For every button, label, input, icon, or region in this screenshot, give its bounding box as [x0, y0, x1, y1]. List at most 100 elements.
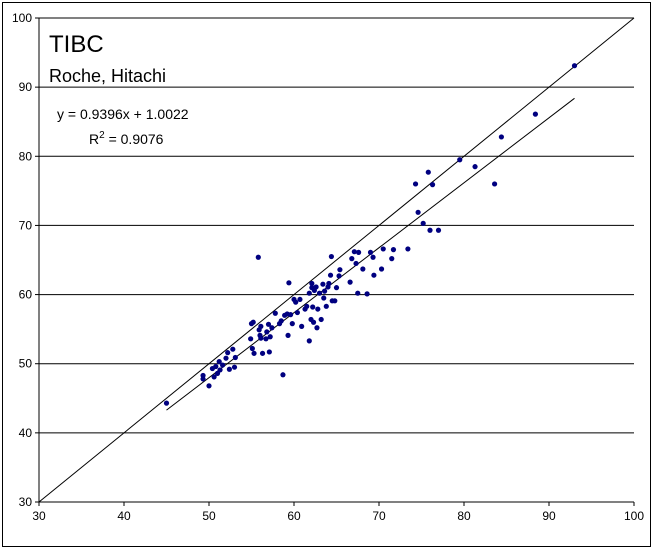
data-point-41	[286, 280, 292, 286]
data-point-11	[223, 355, 229, 361]
x-tick-label-40: 40	[117, 509, 131, 523]
data-point-52	[306, 290, 312, 296]
data-point-45	[293, 299, 299, 305]
data-point-95	[420, 220, 426, 226]
data-point-59	[313, 284, 319, 290]
data-point-31	[267, 334, 273, 340]
data-point-86	[370, 254, 376, 260]
data-point-60	[314, 325, 320, 331]
data-point-12	[225, 350, 231, 356]
data-point-13	[226, 366, 232, 372]
data-point-91	[390, 247, 397, 253]
data-point-19	[250, 319, 256, 325]
data-point-92	[405, 246, 411, 252]
data-point-105	[571, 63, 578, 69]
data-point-6	[213, 363, 219, 370]
data-point-70	[327, 272, 334, 278]
data-point-78	[349, 256, 355, 262]
data-point-51	[306, 338, 312, 344]
axes	[35, 17, 635, 506]
chart-title: TIBC	[49, 31, 104, 58]
data-point-71	[328, 253, 334, 260]
y-tick-label-90: 90	[19, 80, 33, 94]
data-point-79	[351, 249, 357, 255]
data-point-21	[251, 350, 257, 356]
data-point-34	[272, 310, 278, 316]
data-points	[163, 63, 578, 406]
x-tick-label-90: 90	[542, 509, 556, 523]
data-point-90	[389, 256, 395, 262]
data-point-88	[378, 266, 385, 272]
data-point-28	[263, 336, 269, 342]
data-point-48	[299, 323, 305, 329]
data-point-57	[310, 319, 317, 325]
tick-labels: 30 40 50 60 70 80 90 100 30 40 50 60 70 80 90 100	[12, 11, 644, 523]
data-point-14	[230, 346, 236, 352]
data-point-16	[232, 354, 238, 361]
data-point-87	[371, 272, 377, 278]
y-tick-label-70: 70	[19, 218, 33, 232]
data-point-80	[353, 260, 359, 267]
data-point-27	[259, 350, 266, 356]
data-point-8	[216, 359, 222, 365]
data-point-5	[211, 374, 217, 380]
data-point-56	[310, 304, 316, 310]
data-point-102	[492, 181, 498, 187]
data-point-20	[249, 345, 255, 352]
data-point-104	[532, 111, 539, 117]
data-point-73	[332, 298, 338, 304]
x-tick-label-60: 60	[287, 509, 301, 523]
data-point-17	[248, 336, 254, 342]
regression-equation: y = 0.9396x + 1.0022	[57, 106, 189, 122]
r-squared-annotation: R2 = 0.9076	[89, 130, 164, 147]
data-point-64	[320, 281, 326, 287]
data-point-66	[322, 288, 328, 294]
data-point-101	[472, 164, 478, 170]
data-point-99	[435, 227, 442, 233]
gridlines	[39, 17, 634, 434]
y-tick-label-50: 50	[19, 357, 33, 371]
data-point-75	[336, 273, 342, 279]
data-point-0	[163, 400, 170, 406]
data-point-82	[356, 249, 362, 255]
y-tick-label-30: 30	[19, 495, 33, 509]
data-point-10	[220, 362, 226, 368]
data-point-83	[360, 266, 366, 272]
data-point-93	[412, 181, 419, 187]
data-point-85	[367, 249, 374, 255]
data-point-62	[316, 290, 323, 296]
data-point-84	[364, 291, 370, 297]
data-point-47	[297, 296, 303, 303]
data-point-103	[498, 134, 504, 140]
x-tick-label-100: 100	[624, 509, 644, 523]
data-point-26	[258, 335, 264, 341]
data-point-50	[304, 303, 310, 309]
data-point-97	[427, 227, 433, 233]
y-tick-label-80: 80	[19, 149, 33, 163]
x-tick-label-50: 50	[202, 509, 216, 523]
y-tick-label-60: 60	[19, 288, 33, 302]
data-point-89	[380, 246, 386, 252]
data-point-81	[355, 290, 361, 296]
data-point-69	[326, 280, 332, 287]
data-point-61	[315, 306, 321, 312]
data-point-37	[280, 372, 286, 378]
identity-line	[38, 17, 635, 503]
data-point-65	[321, 295, 327, 301]
data-point-94	[415, 209, 421, 215]
x-tick-label-80: 80	[457, 509, 471, 523]
data-point-40	[285, 332, 291, 338]
data-point-2	[200, 376, 206, 382]
data-point-24	[258, 323, 264, 329]
data-point-42	[288, 312, 294, 318]
data-point-29	[264, 329, 270, 335]
x-tick-label-70: 70	[372, 509, 386, 523]
data-point-46	[294, 309, 300, 316]
data-point-36	[278, 318, 284, 324]
data-point-55	[309, 280, 315, 287]
data-point-25	[255, 254, 261, 260]
data-point-33	[269, 325, 275, 331]
y-tick-label-40: 40	[19, 426, 33, 440]
